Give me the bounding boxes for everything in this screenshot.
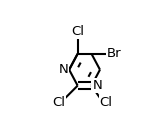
Text: Cl: Cl xyxy=(99,96,112,109)
Text: Cl: Cl xyxy=(71,26,84,39)
Text: N: N xyxy=(58,63,68,76)
Text: Cl: Cl xyxy=(52,96,65,109)
Text: Br: Br xyxy=(106,47,121,60)
Text: N: N xyxy=(93,79,102,92)
